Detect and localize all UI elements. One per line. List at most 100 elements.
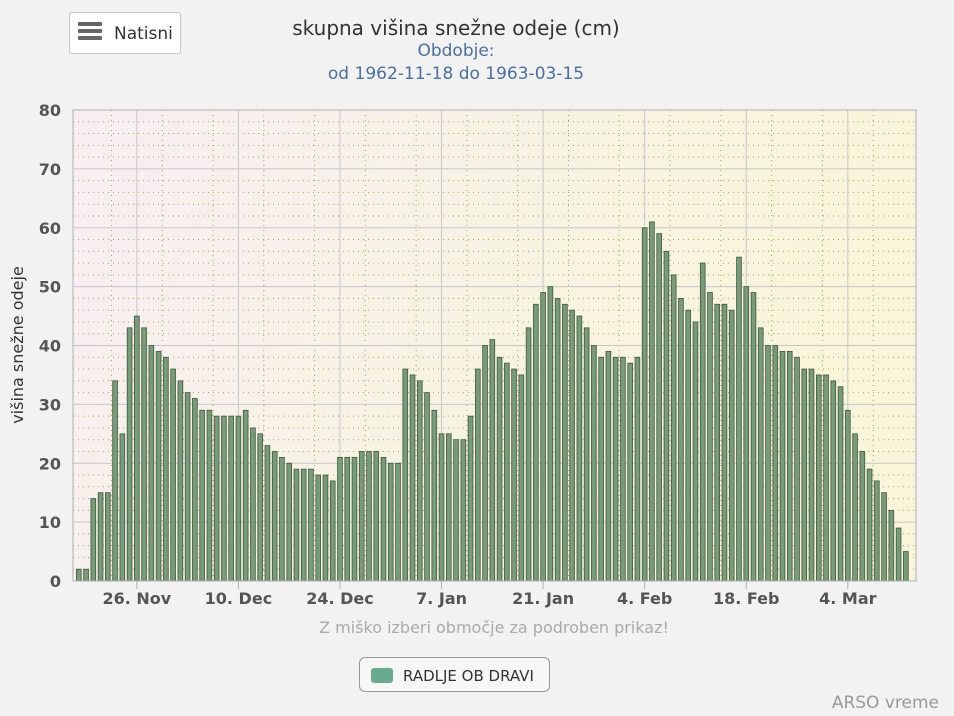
bar[interactable] (163, 356, 169, 582)
bar[interactable] (569, 309, 575, 582)
bar[interactable] (250, 427, 256, 582)
bar[interactable] (475, 368, 481, 582)
print-menu-button[interactable]: Natisni (69, 12, 181, 54)
bar[interactable] (591, 345, 597, 582)
bar[interactable] (634, 356, 641, 582)
bar[interactable] (707, 292, 713, 582)
bar[interactable] (380, 456, 387, 582)
bar[interactable] (845, 409, 851, 582)
bar[interactable] (815, 374, 822, 582)
bar[interactable] (213, 415, 220, 582)
bar[interactable] (90, 498, 97, 582)
bar[interactable] (518, 374, 525, 582)
bar[interactable] (366, 451, 372, 582)
bar[interactable] (779, 350, 786, 582)
bar[interactable] (743, 286, 750, 582)
bar[interactable] (540, 292, 546, 582)
bar[interactable] (235, 415, 242, 582)
bar[interactable] (888, 509, 895, 582)
bar[interactable] (192, 398, 198, 582)
bar[interactable] (598, 356, 604, 582)
bar[interactable] (199, 409, 205, 582)
bar[interactable] (663, 250, 670, 582)
bar[interactable] (554, 297, 561, 582)
bar[interactable] (141, 327, 147, 582)
bar[interactable] (649, 221, 655, 582)
bar[interactable] (264, 445, 271, 582)
bar[interactable] (329, 480, 336, 582)
bar[interactable] (409, 374, 416, 582)
bar[interactable] (148, 345, 155, 582)
bar[interactable] (714, 303, 721, 582)
bar[interactable] (308, 468, 314, 582)
bar[interactable] (431, 409, 438, 582)
bar[interactable] (808, 368, 815, 582)
bar[interactable] (351, 456, 358, 582)
bar[interactable] (533, 303, 539, 582)
bar[interactable] (170, 368, 176, 582)
bar[interactable] (242, 409, 249, 582)
bar[interactable] (736, 256, 742, 582)
bar[interactable] (670, 274, 677, 582)
bar[interactable] (772, 345, 779, 582)
bar[interactable] (750, 292, 757, 582)
bar[interactable] (279, 456, 285, 582)
bar[interactable] (612, 356, 619, 582)
bar[interactable] (184, 392, 191, 582)
bar[interactable] (576, 315, 583, 582)
bar[interactable] (315, 474, 322, 582)
bar[interactable] (859, 451, 866, 582)
bar[interactable] (757, 327, 764, 582)
bar[interactable] (83, 568, 89, 582)
bar[interactable] (852, 433, 858, 582)
bar[interactable] (221, 415, 227, 582)
bar[interactable] (547, 286, 554, 582)
bar[interactable] (105, 492, 111, 582)
bar[interactable] (271, 451, 278, 582)
bar[interactable] (823, 374, 829, 582)
bar[interactable] (830, 380, 837, 582)
bar[interactable] (97, 492, 104, 582)
bar[interactable] (293, 468, 300, 582)
bar[interactable] (300, 468, 307, 582)
bar[interactable] (721, 303, 728, 582)
bar[interactable] (794, 356, 800, 582)
bar[interactable] (881, 492, 887, 582)
bar[interactable] (387, 462, 394, 582)
bar[interactable] (322, 474, 329, 582)
bar[interactable] (699, 262, 706, 582)
bar[interactable] (583, 327, 590, 582)
bar[interactable] (525, 327, 532, 582)
bar[interactable] (511, 368, 517, 582)
bar[interactable] (620, 356, 626, 582)
bar[interactable] (257, 433, 263, 582)
bar[interactable] (866, 468, 873, 582)
bar[interactable] (177, 380, 184, 582)
bar[interactable] (206, 409, 213, 582)
bar[interactable] (126, 327, 133, 582)
bar[interactable] (119, 433, 126, 582)
bar[interactable] (482, 345, 488, 582)
bar[interactable] (765, 345, 771, 582)
bar[interactable] (692, 321, 699, 582)
bar[interactable] (874, 480, 880, 582)
bar[interactable] (358, 451, 365, 582)
bar[interactable] (424, 392, 430, 582)
bar[interactable] (416, 380, 423, 582)
bar[interactable] (627, 362, 633, 582)
bar[interactable] (446, 433, 452, 582)
bar[interactable] (453, 439, 459, 582)
bar[interactable] (504, 362, 510, 582)
bar[interactable] (728, 309, 735, 582)
bar[interactable] (685, 309, 691, 582)
bar[interactable] (678, 297, 684, 582)
legend-item[interactable]: RADLJE OB DRAVI (359, 657, 550, 692)
bar[interactable] (895, 527, 902, 582)
bar[interactable] (373, 451, 380, 582)
bar[interactable] (438, 433, 445, 582)
bar[interactable] (801, 368, 808, 582)
bar[interactable] (903, 551, 909, 582)
bar[interactable] (155, 350, 162, 582)
bar[interactable] (656, 233, 662, 582)
